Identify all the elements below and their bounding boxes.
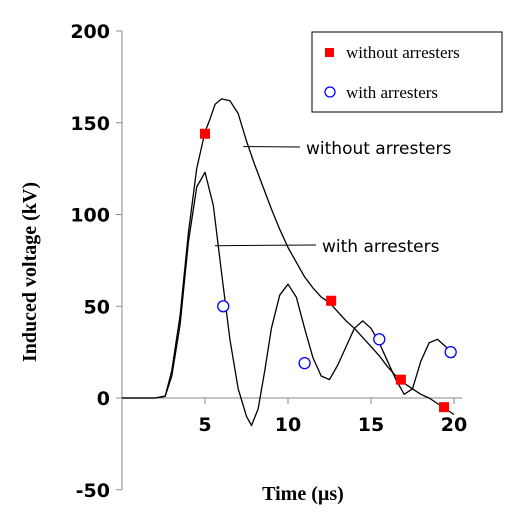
marker-with-arresters: [298, 356, 311, 370]
y-tick-label: 100: [70, 205, 110, 227]
marker-without-arresters: [439, 402, 450, 413]
markers-layer: [200, 128, 457, 413]
marker-with-arresters: [373, 333, 386, 346]
y-tick-label: 150: [70, 113, 110, 135]
x-axis-title: Time (µs): [262, 483, 344, 505]
annotation-label: with arresters: [322, 237, 440, 257]
marker-without-arresters: [395, 374, 406, 385]
legend-box: [311, 31, 503, 113]
y-tick-label: 50: [84, 296, 110, 318]
legend-label-without-arresters: without arresters: [346, 43, 460, 62]
annotation-label: without arresters: [306, 139, 451, 159]
marker-with-arresters: [217, 300, 230, 313]
x-tick-label: 10: [275, 414, 301, 436]
x-tick-label: 5: [198, 414, 211, 436]
y-tick-label: 200: [70, 21, 110, 43]
series-line-with-arresters: [122, 171, 455, 427]
legend-label-with-arresters: with arresters: [346, 83, 438, 102]
y-axis-title: Induced voltage (kV): [19, 182, 41, 362]
x-tick-label: 15: [358, 414, 384, 436]
marker-with-arresters: [444, 345, 457, 359]
legend-marker-with-arresters: [324, 86, 336, 98]
y-tick-label: 0: [97, 388, 110, 410]
legend-marker-without-arresters: [325, 48, 334, 57]
axes: 200 150 100 50 0 -50 5 10 15 20: [70, 21, 467, 502]
x-tick-label: 20: [441, 414, 467, 436]
marker-without-arresters: [326, 295, 337, 306]
annotation-leader: [214, 244, 317, 247]
y-tick-label: -50: [76, 480, 110, 502]
annotations: without arresters with arresters: [214, 139, 451, 257]
marker-without-arresters: [200, 128, 210, 139]
legend: without arresters with arresters: [311, 31, 503, 113]
